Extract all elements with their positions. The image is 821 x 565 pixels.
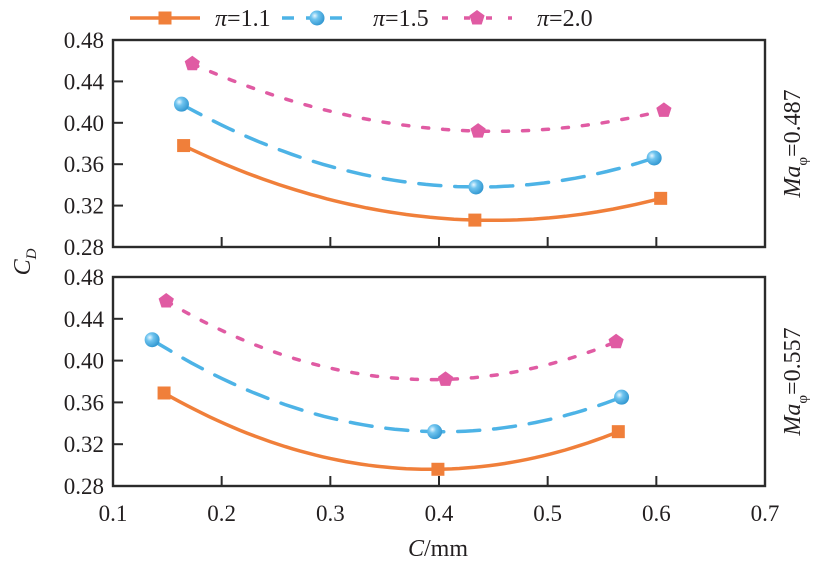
x-tick-label: 0.6 xyxy=(642,501,671,526)
data-point xyxy=(470,123,486,138)
series-circle xyxy=(144,332,630,440)
y-tick-label: 0.44 xyxy=(64,307,105,332)
y-tick-label: 0.36 xyxy=(64,152,104,177)
y-axis-title: CD xyxy=(10,248,40,275)
legend: π=1.1 π=1.5 π=2.0 xyxy=(130,6,593,32)
series-pentagon xyxy=(158,293,624,386)
legend-label: π=1.5 xyxy=(373,6,429,32)
panel-label: Maφ=0.557 xyxy=(780,327,811,436)
y-axis-title-var: C xyxy=(10,258,36,275)
legend-marker-square-icon xyxy=(158,11,172,25)
x-axis: 0.1 0.2 0.3 0.4 0.5 0.6 0.7 xyxy=(99,501,780,526)
x-axis-title-unit: /mm xyxy=(424,536,468,562)
y-tick-label: 0.48 xyxy=(64,265,104,290)
series-line xyxy=(181,143,663,223)
series-circle xyxy=(173,96,662,195)
data-point xyxy=(468,179,484,195)
data-point xyxy=(608,333,624,349)
legend-item: π=1.1 xyxy=(130,6,271,32)
legend-item: π=1.5 xyxy=(282,6,429,32)
series-square xyxy=(157,386,625,476)
legend-label-value: =2.0 xyxy=(549,6,593,32)
plot-frame xyxy=(111,275,767,488)
y-tick-label: 0.40 xyxy=(64,349,104,374)
panel-label-sub: φ xyxy=(795,157,811,166)
y-tick-label: 0.44 xyxy=(64,69,105,94)
y-tick-label: 0.28 xyxy=(64,474,104,499)
panel-label: Maφ=0.487 xyxy=(780,89,811,198)
x-tick-label: 0.5 xyxy=(533,501,562,526)
x-tick-label: 0.3 xyxy=(316,501,345,526)
y-tick-label: 0.32 xyxy=(64,194,104,219)
series-line xyxy=(162,391,621,472)
panel-2: 0.28 0.32 0.36 0.40 0.44 0.48 Maφ=0.557 xyxy=(64,265,811,499)
x-axis-title: C/mm xyxy=(408,536,468,562)
x-tick-label: 0.4 xyxy=(425,501,454,526)
data-point xyxy=(158,293,174,308)
legend-label-value: =1.1 xyxy=(227,6,271,32)
panel-label-ma: Ma xyxy=(780,404,806,437)
series-line xyxy=(190,62,666,134)
data-point xyxy=(431,462,445,476)
panel-1: 0.28 0.32 0.36 0.40 0.44 0.48 Maφ=0.487 xyxy=(64,28,811,260)
series-line xyxy=(150,337,624,434)
series-pentagon xyxy=(184,55,672,138)
legend-label: π=1.1 xyxy=(215,6,271,32)
x-axis-title-var: C xyxy=(408,536,425,562)
legend-label-value: =1.5 xyxy=(385,6,429,32)
series-line xyxy=(164,299,618,382)
series-square xyxy=(177,139,668,227)
series-line xyxy=(179,102,656,189)
data-point xyxy=(654,191,668,205)
data-point xyxy=(468,213,482,227)
panel-label-ma: Ma xyxy=(780,166,806,199)
data-point xyxy=(614,389,630,405)
legend-label: π=2.0 xyxy=(537,6,593,32)
data-point xyxy=(646,150,662,166)
x-tick-label: 0.7 xyxy=(751,501,780,526)
y-tick-label: 0.28 xyxy=(64,235,104,260)
data-point xyxy=(173,96,189,112)
data-point xyxy=(184,55,200,71)
y-axis-title-sub: D xyxy=(24,248,40,260)
data-point xyxy=(427,424,443,440)
legend-marker-pentagon-icon xyxy=(469,10,485,25)
data-point xyxy=(656,102,672,117)
y-tick-label: 0.32 xyxy=(64,432,104,457)
data-point xyxy=(157,386,171,400)
data-point xyxy=(177,139,191,153)
legend-marker-circle-icon xyxy=(309,10,325,26)
legend-label-symbol: π xyxy=(537,6,550,32)
legend-label-symbol: π xyxy=(373,6,386,32)
legend-item: π=2.0 xyxy=(442,6,593,32)
data-point xyxy=(437,371,454,386)
x-tick-label: 0.1 xyxy=(99,501,128,526)
y-tick-label: 0.48 xyxy=(64,28,104,53)
panel-label-value: =0.487 xyxy=(780,89,806,157)
data-point xyxy=(144,332,160,348)
y-tick-label: 0.36 xyxy=(64,390,104,415)
panel-label-value: =0.557 xyxy=(780,327,806,395)
y-tick-label: 0.40 xyxy=(64,111,104,136)
panel-label-sub: φ xyxy=(795,395,811,404)
data-point xyxy=(611,425,625,439)
legend-label-symbol: π xyxy=(215,6,228,32)
x-tick-label: 0.2 xyxy=(207,501,236,526)
